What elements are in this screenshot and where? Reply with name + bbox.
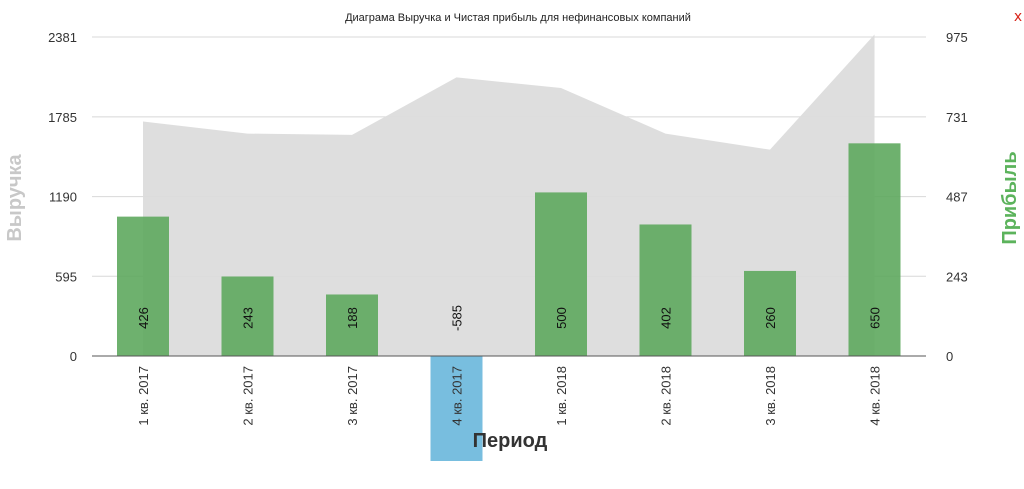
data-label: 188 bbox=[345, 307, 360, 329]
chart-title: Диаграма Выручка и Чистая прибыль для не… bbox=[345, 12, 691, 24]
category-labels: 1 кв. 2017 2 кв. 2017 3 кв. 2017 4 кв. 2017… bbox=[136, 366, 883, 426]
data-labels: 426 243 188 -585 500 402 260 650 bbox=[136, 305, 883, 331]
right-tick-label: 0 bbox=[946, 349, 953, 364]
data-label: -585 bbox=[450, 305, 465, 331]
left-tick-label: 0 bbox=[70, 349, 77, 364]
category-label: 2 кв. 2017 bbox=[241, 366, 256, 426]
category-label: 3 кв. 2017 bbox=[345, 366, 360, 426]
right-tick-label: 731 bbox=[946, 110, 968, 125]
data-label: 650 bbox=[868, 307, 883, 329]
right-tick-label: 975 bbox=[946, 30, 968, 45]
revenue-area bbox=[143, 34, 875, 356]
profit-bar bbox=[535, 192, 587, 356]
x-axis-title: Период bbox=[473, 430, 548, 452]
profit-bars bbox=[117, 143, 901, 461]
data-label: 243 bbox=[241, 307, 256, 329]
category-label: 4 кв. 2018 bbox=[868, 366, 883, 426]
left-tick-label: 595 bbox=[55, 269, 77, 284]
left-tick-label: 1190 bbox=[49, 190, 77, 205]
profit-bar bbox=[848, 143, 901, 356]
profit-bar bbox=[639, 224, 692, 356]
left-tick-label: 1785 bbox=[48, 110, 77, 125]
profit-bar bbox=[221, 276, 274, 356]
left-axis-title: Выручка bbox=[4, 153, 26, 241]
category-label: 2 кв. 2018 bbox=[659, 366, 674, 426]
right-axis-ticks: 0 243 487 731 975 bbox=[946, 30, 968, 364]
data-label: 402 bbox=[659, 307, 674, 329]
data-label: 426 bbox=[136, 307, 151, 329]
close-icon[interactable]: x bbox=[1014, 9, 1022, 25]
profit-bar bbox=[326, 294, 378, 356]
category-label: 1 кв. 2018 bbox=[554, 366, 569, 426]
category-label: 3 кв. 2018 bbox=[763, 366, 778, 426]
category-label: 4 кв. 2017 bbox=[450, 366, 465, 426]
right-tick-label: 487 bbox=[946, 190, 968, 205]
revenue-area-shape bbox=[143, 34, 875, 356]
data-label: 260 bbox=[763, 307, 778, 329]
profit-bar bbox=[117, 216, 169, 356]
profit-bar bbox=[744, 270, 796, 356]
profit-bar bbox=[430, 356, 483, 461]
left-tick-label: 2381 bbox=[48, 30, 77, 45]
left-axis-ticks: 0 595 1190 1785 2381 bbox=[48, 30, 77, 364]
right-tick-label: 243 bbox=[946, 269, 968, 284]
data-label: 500 bbox=[554, 307, 569, 329]
category-label: 1 кв. 2017 bbox=[136, 366, 151, 426]
right-axis-title: Прибыль bbox=[999, 151, 1021, 244]
